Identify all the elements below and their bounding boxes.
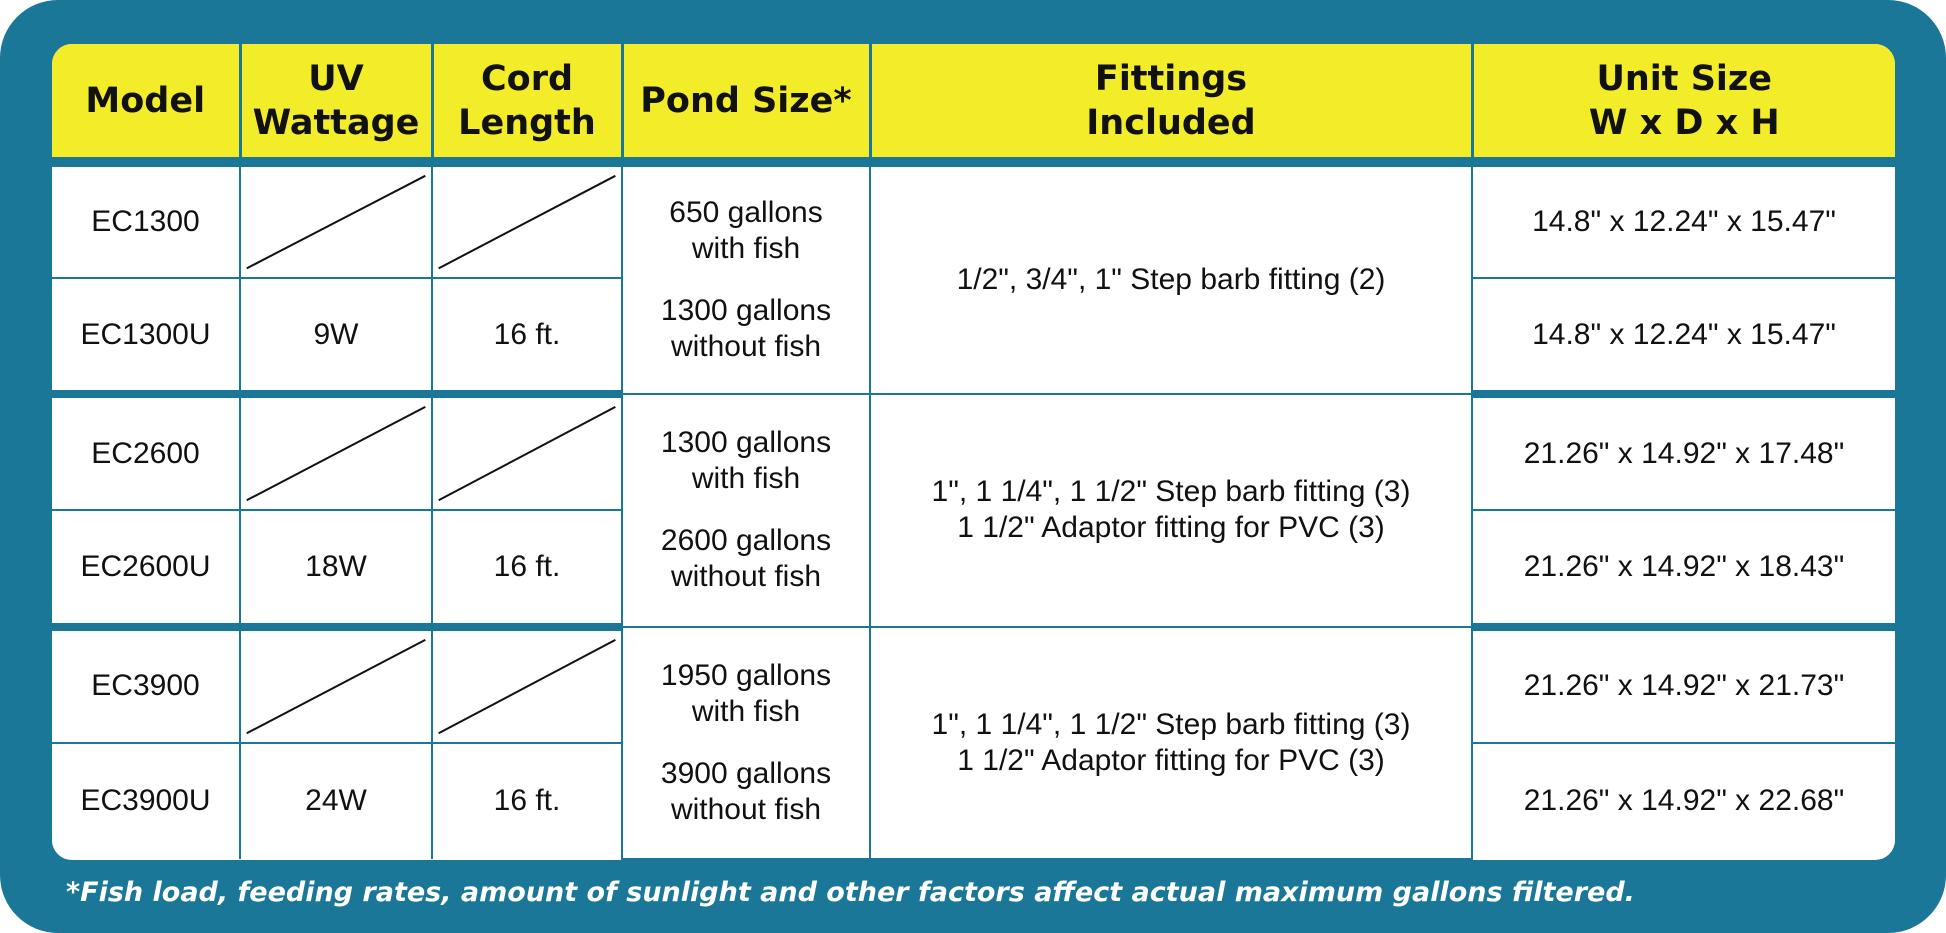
model-cell: EC3900U	[52, 741, 241, 859]
unit-size-cell: 14.8" x 12.24" x 15.47"	[1471, 160, 1895, 280]
model-cell: EC1300U	[52, 277, 241, 399]
table-row: EC3900 1950 gallons with fish 3900 gallon…	[52, 625, 1895, 860]
unit-size-cell: 21.26" x 14.92" x 17.48"	[1471, 393, 1895, 512]
strike-line-icon	[241, 398, 431, 509]
header-model: Model	[52, 44, 242, 167]
table-row: EC2600U 18W 16 ft. 21.26" x 14.92" x 18.…	[52, 509, 1895, 631]
pond-size-cell: 1950 gallons with fish 3900 gallons withou…	[621, 625, 871, 860]
uv-wattage-cell-empty	[239, 160, 433, 280]
table-row: EC2600 1300 gallons with fish 2600 gallon…	[52, 393, 1895, 628]
uv-wattage-cell: 24W	[239, 741, 433, 859]
cord-length-cell-empty	[431, 160, 623, 280]
table-row: EC1300U 9W 16 ft. 14.8" x 12.24" x 15.47…	[52, 277, 1895, 399]
strike-line-icon	[433, 167, 621, 277]
strike-line-icon	[433, 398, 621, 509]
spec-table: Model UV Wattage Cord Length Pond Size* Fi…	[52, 44, 1895, 860]
table-row: EC3900U 24W 16 ft. 21.26" x 14.92" x 22.…	[52, 741, 1895, 859]
model-cell: EC2600U	[52, 509, 241, 631]
cord-length-cell: 16 ft.	[431, 277, 623, 399]
model-cell: EC3900	[52, 625, 241, 744]
spec-table-card: Model UV Wattage Cord Length Pond Size* Fi…	[52, 44, 1895, 860]
model-cell: EC2600	[52, 393, 241, 512]
pond-size-cell: 1300 gallons with fish 2600 gallons withou…	[621, 393, 871, 628]
header-pond-size: Pond Size*	[620, 44, 872, 167]
cord-length-cell: 16 ft.	[431, 509, 623, 631]
unit-size-cell: 21.26" x 14.92" x 22.68"	[1471, 741, 1895, 859]
pond-size-cell: 650 gallons with fish 1300 gallons without…	[621, 160, 871, 396]
strike-line-icon	[241, 631, 431, 742]
strike-line-icon	[433, 631, 621, 742]
uv-wattage-cell: 18W	[239, 509, 433, 631]
header-row: Model UV Wattage Cord Length Pond Size* Fi…	[52, 44, 1895, 167]
header-cord-length: Cord Length	[430, 44, 624, 167]
strike-line-icon	[241, 167, 431, 277]
fittings-cell: 1", 1 1/4", 1 1/2" Step barb fitting (3)…	[869, 393, 1473, 628]
unit-size-cell: 14.8" x 12.24" x 15.47"	[1471, 277, 1895, 399]
uv-wattage-cell-empty	[239, 393, 433, 512]
fittings-cell: 1", 1 1/4", 1 1/2" Step barb fitting (3)…	[869, 625, 1473, 860]
header-uv-wattage: UV Wattage	[238, 44, 434, 167]
uv-wattage-cell-empty	[239, 625, 433, 744]
cord-length-cell: 16 ft.	[431, 741, 623, 859]
uv-wattage-cell: 9W	[239, 277, 433, 399]
cord-length-cell-empty	[431, 393, 623, 512]
cord-length-cell-empty	[431, 625, 623, 744]
model-cell: EC1300	[52, 160, 241, 280]
table-row: EC1300 650 gallons with fish 1300 gallons…	[52, 160, 1895, 396]
fittings-cell: 1/2", 3/4", 1" Step barb fitting (2)	[869, 160, 1473, 396]
unit-size-cell: 21.26" x 14.92" x 21.73"	[1471, 625, 1895, 744]
header-unit-size: Unit Size W x D x H	[1470, 44, 1895, 167]
header-fittings-included: Fittings Included	[868, 44, 1474, 167]
unit-size-cell: 21.26" x 14.92" x 18.43"	[1471, 509, 1895, 631]
footnote: *Fish load, feeding rates, amount of sun…	[66, 877, 1635, 908]
